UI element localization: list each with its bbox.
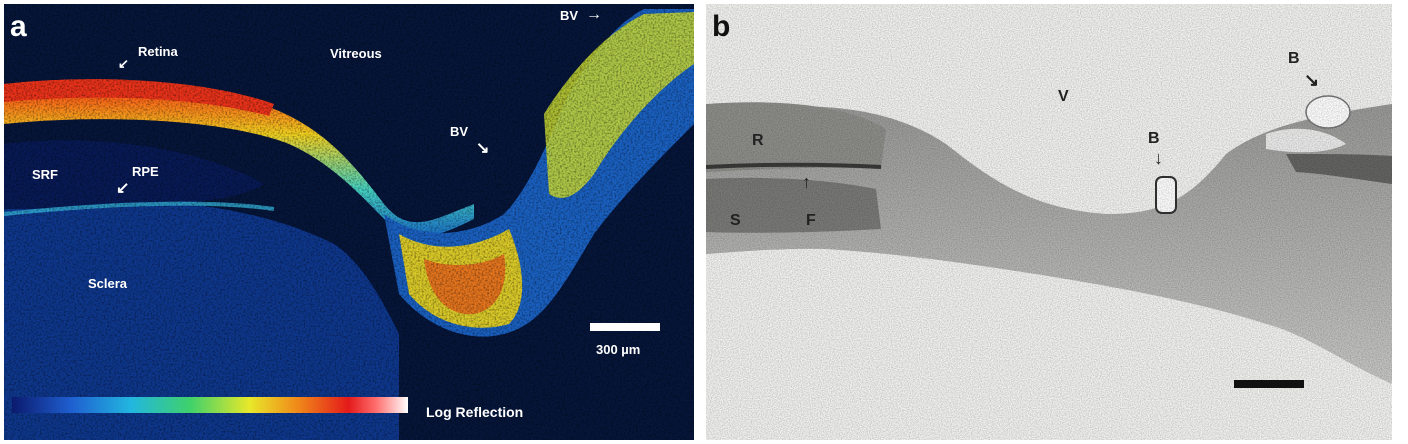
scale-bar-b <box>1234 380 1304 388</box>
colorbar-label: Log Reflection <box>426 404 524 420</box>
b-top-label: B <box>1288 50 1300 67</box>
panel-letter-a: a <box>10 10 27 43</box>
oct-image-panel: a Retina ↙ Vitreous BV → BV ↘ SRF RPE ↙ … <box>4 4 694 440</box>
retina-arrow-icon: ↙ <box>118 56 129 71</box>
bv-mid-arrow-icon: ↘ <box>476 140 490 157</box>
log-reflection-colorbar <box>12 397 408 413</box>
histology-image <box>706 4 1392 440</box>
b-top-arrow-icon: ↘ <box>1304 70 1320 90</box>
r-label: R <box>752 132 764 149</box>
sclera-label: Sclera <box>88 276 128 291</box>
vitreous-label: Vitreous <box>330 46 382 61</box>
bv-mid-label: BV <box>450 124 469 139</box>
panel-letter-b: b <box>712 10 731 43</box>
s-label: S <box>730 212 741 229</box>
oct-image <box>4 4 694 440</box>
f-label: F <box>806 212 816 229</box>
f-arrow-icon: ↑ <box>802 172 811 192</box>
scale-bar-a <box>590 323 660 331</box>
v-label: V <box>1058 88 1069 105</box>
bv-top-label: BV <box>560 8 579 23</box>
histology-image-panel: b V R S F ↑ B ↓ B ↘ <box>706 4 1392 440</box>
rpe-label: RPE <box>132 164 159 179</box>
bv-top-arrow-icon: → <box>586 6 602 23</box>
scale-bar-label: 300 µm <box>596 342 641 357</box>
b-mid-arrow-icon: ↓ <box>1154 148 1163 168</box>
srf-label: SRF <box>32 167 58 182</box>
rpe-arrow-icon: ↙ <box>116 180 130 197</box>
retina-label: Retina <box>138 44 178 59</box>
b-mid-label: B <box>1148 130 1160 147</box>
